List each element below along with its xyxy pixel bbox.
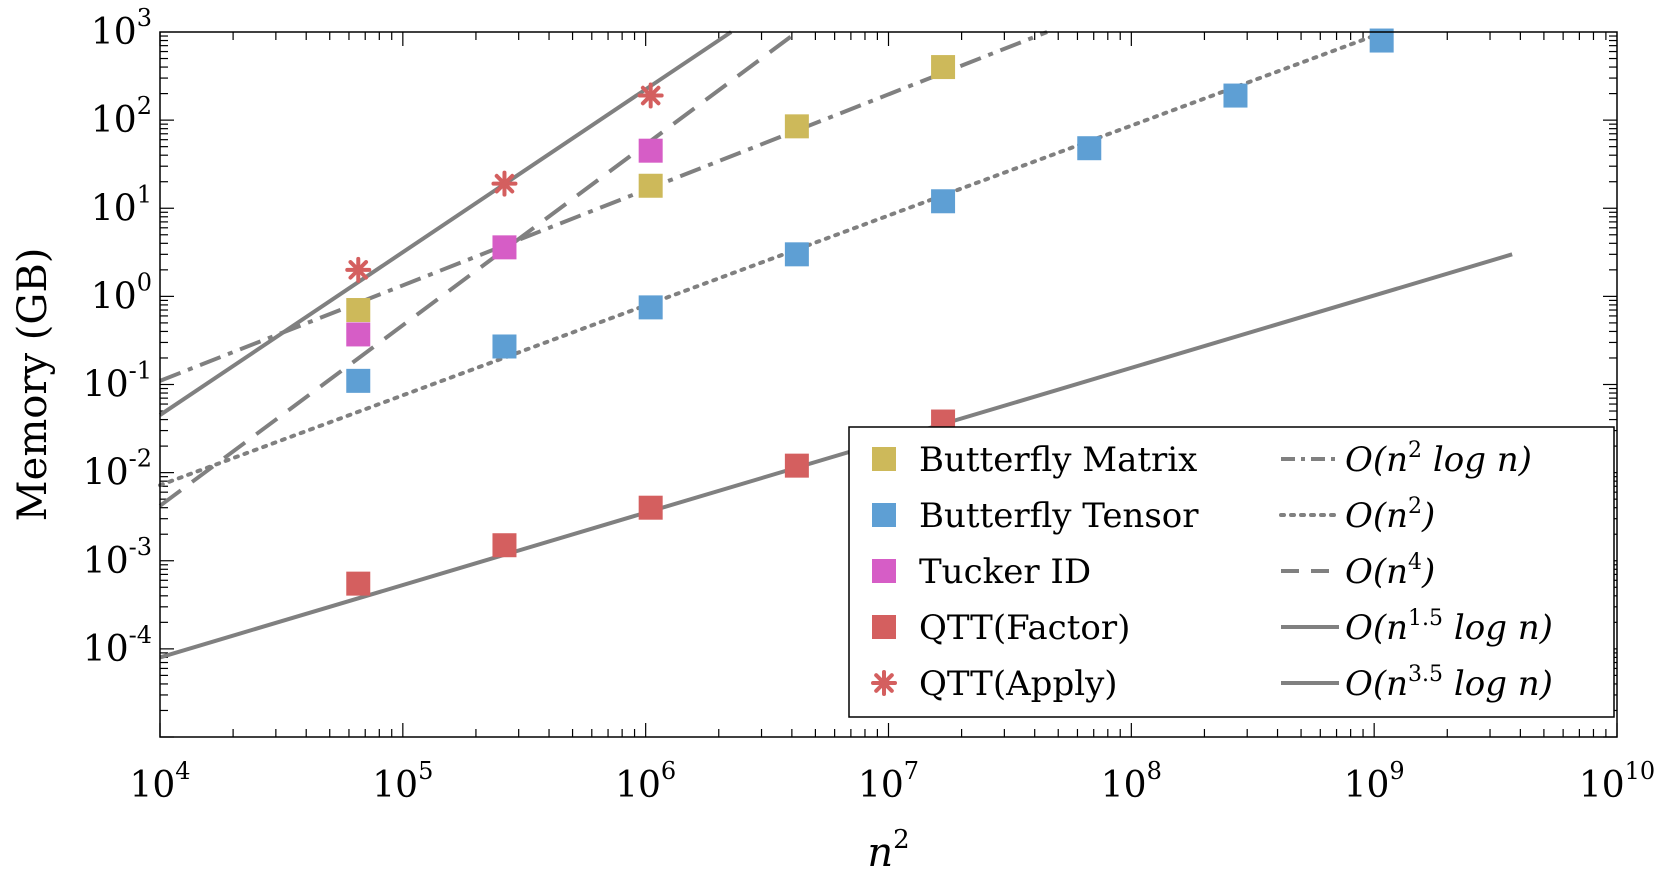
axis-titles: n2 Memory (GB): [10, 248, 910, 876]
point-butterfly-tensor: [346, 368, 371, 393]
legend-formula: O(n1.5 log n): [1345, 606, 1553, 648]
x-tick-label: 104: [129, 757, 190, 806]
reference-line-dotted: [158, 30, 1387, 488]
legend-label: Butterfly Matrix: [919, 440, 1197, 480]
y-axis-title: Memory (GB): [10, 248, 56, 522]
plot-frame: [159, 31, 1618, 738]
point-tucker-id: [346, 322, 371, 347]
legend-marker: [872, 447, 896, 471]
legend-marker: [871, 670, 897, 696]
x-tick-label: 107: [858, 757, 919, 806]
legend-marker: [872, 615, 896, 639]
point-butterfly-matrix: [784, 114, 809, 139]
point-butterfly-matrix: [638, 173, 663, 198]
tick-labels: 104 105 106 107 108 109 1010 10-4 10-3 10-2 10-1 10…: [83, 4, 1655, 806]
y-tick-label: 10-2: [83, 445, 152, 494]
point-butterfly-tensor: [492, 334, 517, 359]
reference-lines: [158, 30, 1513, 660]
point-qtt-apply: [345, 256, 372, 283]
point-butterfly-matrix: [931, 55, 956, 80]
legend-box: [848, 426, 1615, 718]
y-tick-label: 100: [91, 268, 152, 317]
x-axis-title: n2: [867, 825, 909, 876]
x-tick-label: 1010: [1579, 757, 1655, 806]
point-qtt-apply: [637, 82, 664, 109]
legend-label: QTT(Factor): [919, 608, 1130, 648]
point-butterfly-tensor: [638, 295, 663, 320]
point-butterfly-tensor: [1077, 136, 1102, 161]
reference-line-dashdot: [159, 30, 1048, 383]
legend-marker: [872, 503, 896, 527]
legend-label: Butterfly Tensor: [919, 496, 1199, 536]
point-qtt-factor: [784, 453, 809, 478]
point-qtt-factor: [346, 571, 371, 596]
x-tick-label: 106: [615, 757, 676, 806]
x-tick-label: 108: [1101, 757, 1162, 806]
point-butterfly-tensor: [931, 189, 956, 214]
reference-line-dashed: [158, 30, 799, 508]
legend-formula: O(n4): [1345, 550, 1435, 592]
reference-line-solid: [158, 30, 733, 417]
point-qtt-factor: [638, 495, 663, 520]
point-tucker-id: [638, 138, 663, 163]
legend: Butterfly Matrix Butterfly Tensor Tucker I…: [848, 426, 1615, 718]
point-qtt-factor: [492, 533, 517, 558]
y-tick-label: 102: [91, 92, 152, 141]
point-butterfly-matrix: [346, 298, 371, 323]
y-tick-label: 103: [91, 4, 152, 53]
data-points: [345, 28, 1394, 596]
x-tick-label: 109: [1344, 757, 1405, 806]
point-butterfly-tensor: [784, 242, 809, 267]
x-tick-label: 105: [372, 757, 433, 806]
point-tucker-id: [492, 235, 517, 260]
legend-formula: O(n2): [1345, 494, 1435, 536]
legend-marker: [872, 559, 896, 583]
reference-line-solid: [159, 252, 1513, 660]
y-tick-label: 101: [91, 180, 152, 229]
point-butterfly-tensor: [1223, 83, 1248, 108]
y-tick-label: 10-4: [83, 621, 152, 670]
legend-label: Tucker ID: [919, 552, 1091, 592]
legend-formula: O(n2 log n): [1345, 438, 1532, 480]
y-tick-label: 10-1: [83, 357, 152, 406]
y-tick-label: 10-3: [83, 533, 152, 582]
legend-label: QTT(Apply): [919, 664, 1118, 704]
legend-formula: O(n3.5 log n): [1345, 662, 1553, 704]
point-qtt-apply: [491, 170, 518, 197]
